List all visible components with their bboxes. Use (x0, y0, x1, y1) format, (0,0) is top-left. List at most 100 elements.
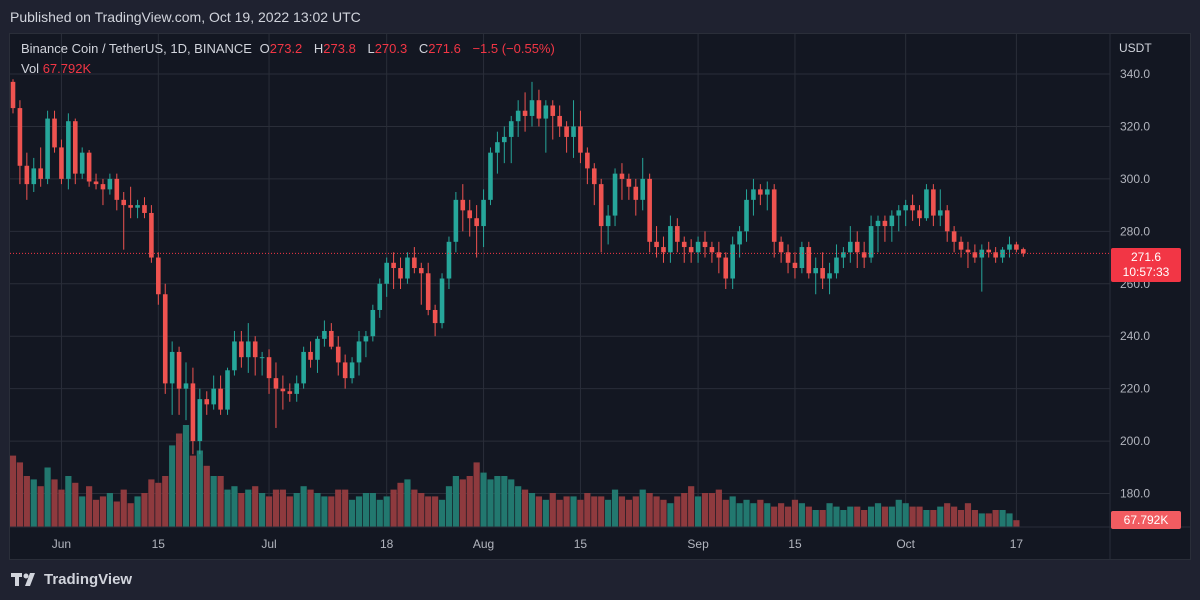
candle-body (820, 268, 825, 279)
volume-bar (418, 493, 425, 527)
bottom-bar (0, 560, 1200, 600)
x-tick-label: 15 (788, 537, 802, 551)
candle-body (979, 249, 985, 258)
tradingview-logo-icon (11, 572, 35, 586)
volume-bar (279, 489, 286, 527)
volume-bar (847, 506, 854, 527)
candle-body (778, 241, 784, 253)
candle-body (135, 205, 140, 208)
candle-body (1000, 249, 1005, 258)
candle-body (854, 241, 860, 253)
volume-bar (902, 503, 909, 527)
candle-body (377, 283, 383, 310)
candle-body (446, 241, 452, 279)
volume-bar (694, 496, 702, 527)
candle-body (557, 115, 562, 127)
candle-body (633, 186, 639, 200)
volume-bar (65, 476, 72, 527)
candle-body (951, 231, 957, 242)
chart-area[interactable]: 180.0 200.0 220.0 240.0 260.0 280.0 300.0 320.0… (9, 33, 1191, 560)
volume-bar (362, 493, 370, 527)
volume-bar (840, 510, 847, 527)
candle-body (771, 189, 777, 242)
volume-bar (1013, 520, 1020, 527)
x-tick-label: 18 (380, 537, 394, 551)
candle-body (515, 110, 521, 122)
volume-bar (701, 493, 709, 527)
candle-body (169, 351, 175, 384)
candle-body (522, 110, 528, 116)
volume-bar (688, 486, 695, 527)
candle-body (578, 126, 583, 153)
symbol-legend[interactable]: Binance Coin / TetherUS, 1D, BINANCE O 27… (21, 41, 559, 56)
volume-bar (944, 503, 951, 527)
volume-bars (10, 425, 1020, 527)
candle-body (315, 338, 320, 360)
candle-body (737, 231, 742, 245)
candlestick-chart[interactable]: 180.0200.0220.0240.0260.0280.0300.0320.0… (10, 34, 1190, 559)
volume-bar (92, 499, 100, 527)
candle-body (848, 241, 853, 253)
volume-bar (556, 499, 563, 527)
candle-body (391, 262, 396, 269)
volume-bar (888, 506, 895, 527)
candle-body (460, 199, 466, 211)
volume-bar (535, 496, 543, 527)
candle-body (889, 215, 895, 227)
volume-bar (784, 506, 792, 527)
candle-body (481, 199, 486, 227)
y-tick-label: 220.0 (1120, 382, 1150, 396)
volume-bar (605, 499, 612, 527)
symbol-title[interactable]: Binance Coin / TetherUS, 1D, BINANCE (21, 41, 252, 56)
candle-body (38, 168, 43, 179)
volume-bar (196, 450, 203, 527)
candle-body (156, 257, 161, 295)
candle-body (1021, 249, 1026, 254)
candle-body (903, 205, 908, 211)
open-label: O (259, 41, 270, 56)
candle-body (10, 81, 16, 109)
volume-bar (957, 510, 965, 527)
volume-bar (909, 506, 916, 527)
y-tick-label: 240.0 (1120, 329, 1150, 343)
candle-body (294, 383, 300, 394)
y-tick-label: 200.0 (1120, 434, 1150, 448)
volume-bar (681, 493, 688, 527)
candle-body (17, 108, 23, 166)
candle-body (827, 273, 832, 279)
volume-bar (833, 506, 840, 527)
x-tick-label: Jul (261, 537, 276, 551)
candle-body (239, 341, 244, 358)
volume-bar (369, 493, 376, 527)
volume-bar (757, 499, 764, 527)
volume-bar (58, 489, 65, 527)
volume-bar (964, 503, 972, 527)
candle-body (591, 168, 597, 185)
volume-bar (743, 499, 750, 527)
candle-body (668, 226, 673, 253)
candle-body (59, 147, 64, 179)
candle-body (412, 257, 417, 269)
volume-bar (854, 506, 861, 527)
volume-bar (210, 476, 217, 527)
tradingview-logo[interactable]: TradingView (11, 571, 132, 588)
candle-body (252, 341, 258, 358)
candle-body (785, 252, 791, 263)
candle-body (474, 218, 479, 227)
volume-bar (826, 503, 833, 527)
high-value: 273.8 (323, 41, 356, 56)
candle-body (24, 165, 30, 185)
volume-bar (300, 486, 307, 527)
candle-body (287, 391, 293, 394)
candle-body (467, 210, 473, 219)
candle-body (958, 241, 964, 250)
volume-bar (127, 503, 134, 527)
volume-bar (1006, 513, 1013, 527)
volume-bar (459, 479, 466, 527)
volume-legend[interactable]: Vol 67.792K (21, 61, 91, 76)
volume-bar (411, 489, 418, 527)
axes: 180.0200.0220.0240.0260.0280.0300.0320.0… (10, 34, 1190, 559)
candle-body (806, 247, 812, 274)
volume-bar (141, 493, 148, 527)
volume-bar (528, 493, 536, 527)
